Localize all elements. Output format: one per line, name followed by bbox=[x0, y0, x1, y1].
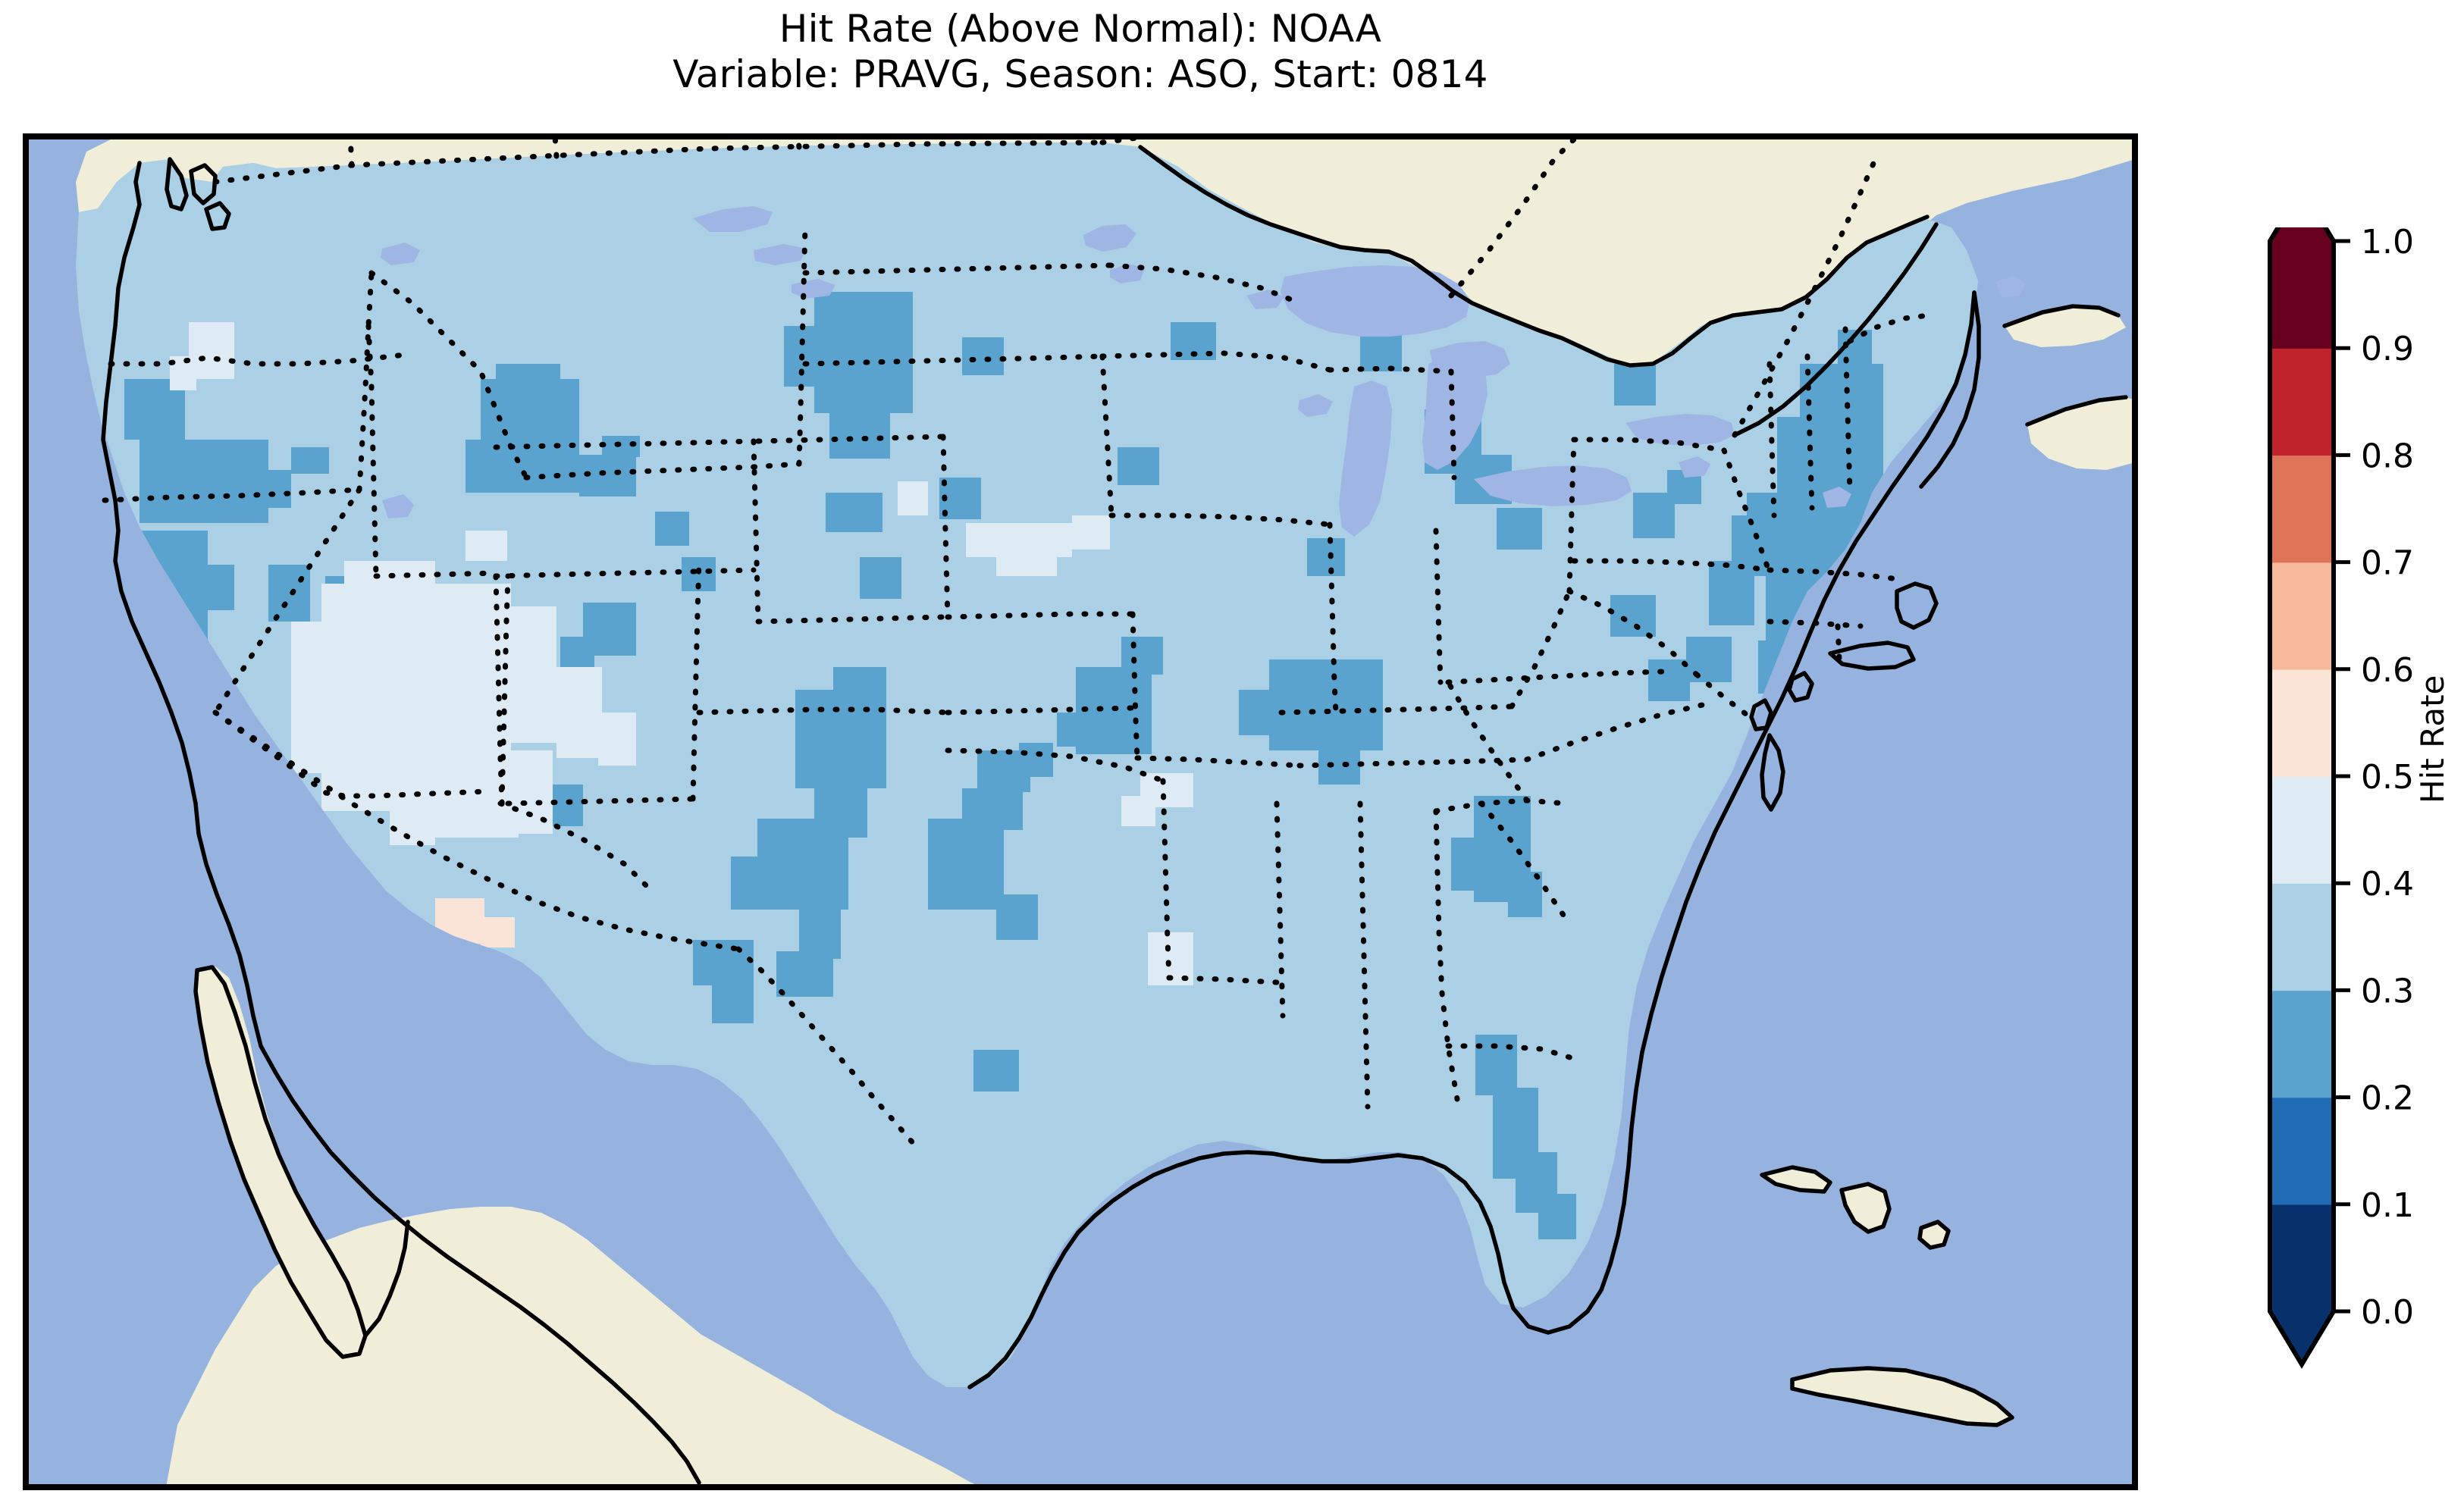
colorbar-tick-label: 0.4 bbox=[2361, 865, 2414, 904]
title-line-1: Hit Rate (Above Normal): NOAA bbox=[779, 7, 1382, 51]
colorbar-band bbox=[2270, 348, 2334, 456]
colorbar-band bbox=[2270, 241, 2334, 349]
colorbar-tick-label: 0.2 bbox=[2361, 1079, 2414, 1118]
colorbar-band bbox=[2270, 776, 2334, 884]
colorbar-axis-label: Hit Rate bbox=[2414, 675, 2451, 803]
colorbar-band bbox=[2270, 990, 2334, 1098]
colorbar-tick-label: 0.8 bbox=[2361, 437, 2414, 475]
state-borders bbox=[102, 136, 1932, 1148]
colorbar-canvas: 0.0 0.1 0.2 0.3 0.4 0.5 0.6 0.7 0.8 0.9 1.0 bbox=[2268, 227, 2414, 1369]
map-canvas bbox=[26, 136, 2135, 1487]
colorbar-tick-label: 0.0 bbox=[2361, 1293, 2414, 1332]
colorbar-tick-label: 0.7 bbox=[2361, 544, 2414, 583]
lakes bbox=[381, 206, 2026, 537]
colorbar-band bbox=[2270, 455, 2334, 563]
colorbar-border bbox=[2268, 227, 2336, 1369]
colorbar-under-arrow bbox=[2270, 1311, 2334, 1364]
colorbar-tick-label: 0.1 bbox=[2361, 1186, 2414, 1225]
data-raster bbox=[76, 143, 1978, 1387]
colorbar-ticks: 0.0 0.1 0.2 0.3 0.4 0.5 0.6 0.7 0.8 0.9 1.0 bbox=[2334, 227, 2414, 1332]
colorbar-over-arrow bbox=[2270, 227, 2334, 241]
coastlines bbox=[101, 145, 2128, 1485]
colorbar-tick-label: 0.3 bbox=[2361, 972, 2414, 1010]
colorbar-bands bbox=[2270, 227, 2334, 1364]
colorbar-tick-label: 1.0 bbox=[2361, 227, 2414, 262]
map-panel bbox=[23, 133, 2138, 1490]
colorbar-tick-label: 0.6 bbox=[2361, 651, 2414, 690]
colorbar-band bbox=[2270, 669, 2334, 777]
colorbar: 0.0 0.1 0.2 0.3 0.4 0.5 0.6 0.7 0.8 0.9 1.0 Hit Ra… bbox=[2267, 227, 2451, 1380]
colorbar-tick-label: 0.9 bbox=[2361, 330, 2414, 368]
colorbar-band bbox=[2270, 562, 2334, 670]
colorbar-band bbox=[2270, 1097, 2334, 1205]
colorbar-outline bbox=[2268, 227, 2336, 1369]
figure-title: Hit Rate (Above Normal): NOAA Variable: … bbox=[0, 6, 2161, 97]
title-line-2: Variable: PRAVG, Season: ASO, Start: 081… bbox=[672, 52, 1488, 96]
colorbar-tick-label: 0.5 bbox=[2361, 758, 2414, 797]
colorbar-band bbox=[2270, 1204, 2334, 1312]
colorbar-band bbox=[2270, 883, 2334, 991]
